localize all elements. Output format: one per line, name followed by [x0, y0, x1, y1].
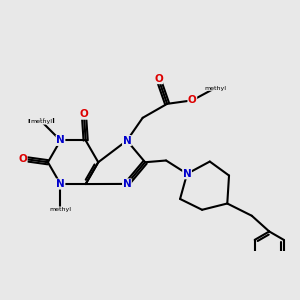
Text: methyl: methyl	[204, 85, 226, 91]
Text: N: N	[183, 169, 191, 179]
Text: N: N	[56, 135, 65, 146]
Text: methyl: methyl	[27, 118, 55, 124]
Text: N: N	[122, 179, 131, 189]
Text: N: N	[56, 179, 65, 189]
Text: O: O	[188, 95, 197, 105]
Text: N: N	[122, 136, 131, 146]
Text: O: O	[18, 154, 27, 164]
Text: O: O	[154, 74, 163, 84]
Text: O: O	[80, 109, 88, 119]
Text: methyl: methyl	[50, 207, 71, 212]
Text: methyl: methyl	[30, 119, 52, 124]
